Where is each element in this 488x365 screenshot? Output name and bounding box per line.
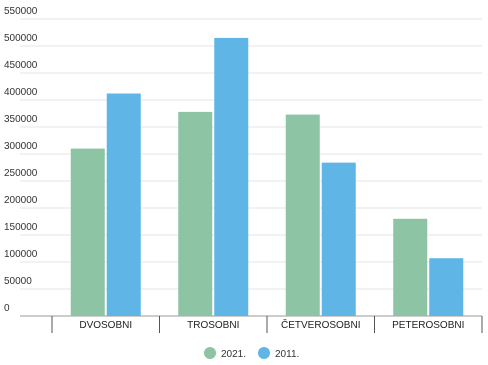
axis-layer: 0 50000 100000 150000 200000 250000 300000 3500… xyxy=(4,6,483,333)
bar-series1 xyxy=(178,111,213,316)
bar-series2 xyxy=(214,37,249,317)
legend-swatch xyxy=(204,347,216,359)
y-tick-label: 250000 xyxy=(4,168,38,179)
legend-swatch xyxy=(258,347,270,359)
bar-series2 xyxy=(321,162,356,316)
y-tick-label: 450000 xyxy=(4,60,38,71)
bar-series1 xyxy=(70,148,105,316)
bar-series1 xyxy=(393,218,428,316)
y-tick-label: 50000 xyxy=(4,276,32,287)
y-tick-label: 400000 xyxy=(4,87,38,98)
legend-label: 2011. xyxy=(275,349,299,360)
y-tick-label: 200000 xyxy=(4,195,38,206)
legend-label: 2021. xyxy=(221,349,246,360)
bar-layer xyxy=(70,37,464,317)
bar-series2 xyxy=(106,93,141,317)
y-tick-label: 150000 xyxy=(4,222,38,233)
legend: 2021. 2011. xyxy=(204,347,299,360)
y-tick-label: 350000 xyxy=(4,114,38,125)
category-label: PETEROSOBNI xyxy=(392,320,464,331)
y-tick-label: 0 xyxy=(4,303,10,314)
y-tick-label: 550000 xyxy=(4,6,38,17)
y-tick-label: 100000 xyxy=(4,249,38,260)
category-label: DVOSOBNI xyxy=(79,320,132,331)
bar-series2 xyxy=(429,258,464,316)
bar-series1 xyxy=(285,114,320,316)
y-tick-label: 300000 xyxy=(4,141,38,152)
y-tick-label: 500000 xyxy=(4,33,38,44)
category-label: ČETVEROSOBNI xyxy=(281,318,360,331)
category-label: TROSOBNI xyxy=(187,320,239,331)
